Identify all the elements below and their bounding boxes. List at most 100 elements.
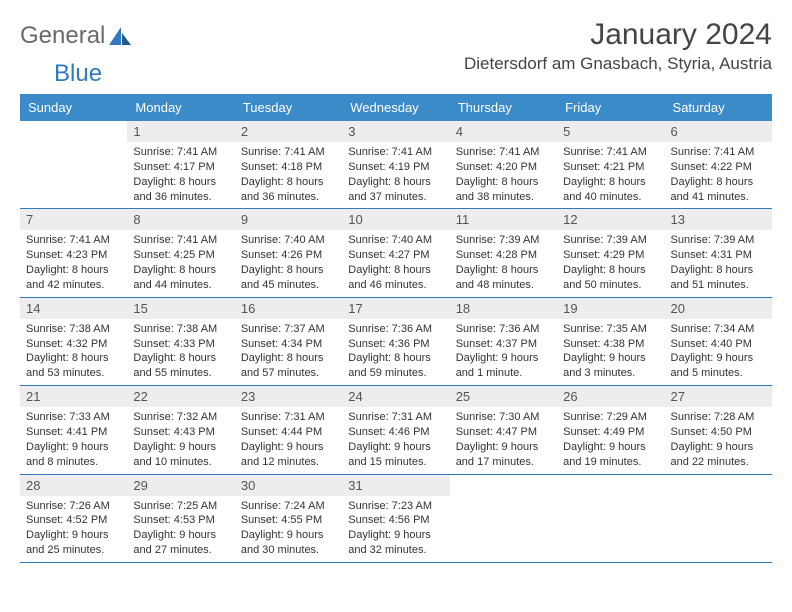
day-details: Sunrise: 7:40 AMSunset: 4:26 PMDaylight:… — [235, 230, 342, 296]
daylight-line: Daylight: 9 hours and 8 minutes. — [26, 440, 121, 470]
calendar-cell: 31Sunrise: 7:23 AMSunset: 4:56 PMDayligh… — [342, 474, 449, 562]
day-number: 29 — [127, 475, 234, 496]
day-details: Sunrise: 7:28 AMSunset: 4:50 PMDaylight:… — [665, 407, 772, 473]
calendar-cell — [20, 121, 127, 209]
sunrise-line: Sunrise: 7:41 AM — [241, 145, 336, 160]
weekday-header: Sunday — [20, 94, 127, 121]
calendar-cell — [665, 474, 772, 562]
title-month: January 2024 — [464, 18, 772, 52]
day-number: 19 — [557, 298, 664, 319]
day-details: Sunrise: 7:41 AMSunset: 4:25 PMDaylight:… — [127, 230, 234, 296]
day-number: 17 — [342, 298, 449, 319]
calendar-cell: 25Sunrise: 7:30 AMSunset: 4:47 PMDayligh… — [450, 386, 557, 474]
day-details: Sunrise: 7:41 AMSunset: 4:22 PMDaylight:… — [665, 142, 772, 208]
day-details: Sunrise: 7:39 AMSunset: 4:29 PMDaylight:… — [557, 230, 664, 296]
calendar-cell: 29Sunrise: 7:25 AMSunset: 4:53 PMDayligh… — [127, 474, 234, 562]
daylight-line: Daylight: 8 hours and 38 minutes. — [456, 175, 551, 205]
daylight-line: Daylight: 8 hours and 42 minutes. — [26, 263, 121, 293]
day-details: Sunrise: 7:33 AMSunset: 4:41 PMDaylight:… — [20, 407, 127, 473]
sunrise-line: Sunrise: 7:39 AM — [456, 233, 551, 248]
sunset-line: Sunset: 4:33 PM — [133, 337, 228, 352]
sunrise-line: Sunrise: 7:30 AM — [456, 410, 551, 425]
day-details: Sunrise: 7:38 AMSunset: 4:33 PMDaylight:… — [127, 319, 234, 385]
calendar-cell: 7Sunrise: 7:41 AMSunset: 4:23 PMDaylight… — [20, 209, 127, 297]
calendar-row: 7Sunrise: 7:41 AMSunset: 4:23 PMDaylight… — [20, 209, 772, 297]
sunset-line: Sunset: 4:18 PM — [241, 160, 336, 175]
day-number: 10 — [342, 209, 449, 230]
day-number: 9 — [235, 209, 342, 230]
day-number: 14 — [20, 298, 127, 319]
daylight-line: Daylight: 8 hours and 36 minutes. — [133, 175, 228, 205]
sunset-line: Sunset: 4:41 PM — [26, 425, 121, 440]
day-number: 21 — [20, 386, 127, 407]
day-details: Sunrise: 7:41 AMSunset: 4:19 PMDaylight:… — [342, 142, 449, 208]
daylight-line: Daylight: 9 hours and 22 minutes. — [671, 440, 766, 470]
sunset-line: Sunset: 4:32 PM — [26, 337, 121, 352]
sunrise-line: Sunrise: 7:36 AM — [456, 322, 551, 337]
daylight-line: Daylight: 8 hours and 44 minutes. — [133, 263, 228, 293]
day-number: 8 — [127, 209, 234, 230]
sunset-line: Sunset: 4:47 PM — [456, 425, 551, 440]
daylight-line: Daylight: 9 hours and 12 minutes. — [241, 440, 336, 470]
calendar-cell: 17Sunrise: 7:36 AMSunset: 4:36 PMDayligh… — [342, 297, 449, 385]
sunset-line: Sunset: 4:53 PM — [133, 513, 228, 528]
sunset-line: Sunset: 4:19 PM — [348, 160, 443, 175]
sunset-line: Sunset: 4:52 PM — [26, 513, 121, 528]
calendar-cell: 14Sunrise: 7:38 AMSunset: 4:32 PMDayligh… — [20, 297, 127, 385]
sunset-line: Sunset: 4:26 PM — [241, 248, 336, 263]
day-details: Sunrise: 7:36 AMSunset: 4:37 PMDaylight:… — [450, 319, 557, 385]
sunset-line: Sunset: 4:55 PM — [241, 513, 336, 528]
sunrise-line: Sunrise: 7:31 AM — [348, 410, 443, 425]
sunset-line: Sunset: 4:27 PM — [348, 248, 443, 263]
day-details: Sunrise: 7:41 AMSunset: 4:21 PMDaylight:… — [557, 142, 664, 208]
day-number: 24 — [342, 386, 449, 407]
day-number: 25 — [450, 386, 557, 407]
calendar-cell: 9Sunrise: 7:40 AMSunset: 4:26 PMDaylight… — [235, 209, 342, 297]
sunrise-line: Sunrise: 7:40 AM — [241, 233, 336, 248]
sunset-line: Sunset: 4:56 PM — [348, 513, 443, 528]
sunrise-line: Sunrise: 7:39 AM — [671, 233, 766, 248]
day-details: Sunrise: 7:25 AMSunset: 4:53 PMDaylight:… — [127, 496, 234, 562]
day-number: 23 — [235, 386, 342, 407]
day-details: Sunrise: 7:37 AMSunset: 4:34 PMDaylight:… — [235, 319, 342, 385]
calendar-cell: 20Sunrise: 7:34 AMSunset: 4:40 PMDayligh… — [665, 297, 772, 385]
weekday-header: Wednesday — [342, 94, 449, 121]
day-number: 18 — [450, 298, 557, 319]
daylight-line: Daylight: 9 hours and 15 minutes. — [348, 440, 443, 470]
sunset-line: Sunset: 4:23 PM — [26, 248, 121, 263]
sunset-line: Sunset: 4:34 PM — [241, 337, 336, 352]
day-number: 15 — [127, 298, 234, 319]
calendar-cell: 6Sunrise: 7:41 AMSunset: 4:22 PMDaylight… — [665, 121, 772, 209]
calendar-cell: 2Sunrise: 7:41 AMSunset: 4:18 PMDaylight… — [235, 121, 342, 209]
day-number: 13 — [665, 209, 772, 230]
day-number: 12 — [557, 209, 664, 230]
sunset-line: Sunset: 4:40 PM — [671, 337, 766, 352]
sunrise-line: Sunrise: 7:24 AM — [241, 499, 336, 514]
weekday-header: Monday — [127, 94, 234, 121]
sunrise-line: Sunrise: 7:41 AM — [348, 145, 443, 160]
daylight-line: Daylight: 9 hours and 3 minutes. — [563, 351, 658, 381]
sunrise-line: Sunrise: 7:39 AM — [563, 233, 658, 248]
day-details: Sunrise: 7:29 AMSunset: 4:49 PMDaylight:… — [557, 407, 664, 473]
sunrise-line: Sunrise: 7:35 AM — [563, 322, 658, 337]
day-number: 28 — [20, 475, 127, 496]
day-number: 16 — [235, 298, 342, 319]
day-number: 27 — [665, 386, 772, 407]
daylight-line: Daylight: 9 hours and 19 minutes. — [563, 440, 658, 470]
day-details: Sunrise: 7:30 AMSunset: 4:47 PMDaylight:… — [450, 407, 557, 473]
calendar-row: 28Sunrise: 7:26 AMSunset: 4:52 PMDayligh… — [20, 474, 772, 562]
sunrise-line: Sunrise: 7:41 AM — [563, 145, 658, 160]
day-details: Sunrise: 7:23 AMSunset: 4:56 PMDaylight:… — [342, 496, 449, 562]
day-details: Sunrise: 7:41 AMSunset: 4:18 PMDaylight:… — [235, 142, 342, 208]
sunrise-line: Sunrise: 7:23 AM — [348, 499, 443, 514]
daylight-line: Daylight: 8 hours and 57 minutes. — [241, 351, 336, 381]
sunset-line: Sunset: 4:29 PM — [563, 248, 658, 263]
daylight-line: Daylight: 9 hours and 10 minutes. — [133, 440, 228, 470]
daylight-line: Daylight: 8 hours and 41 minutes. — [671, 175, 766, 205]
sunrise-line: Sunrise: 7:38 AM — [133, 322, 228, 337]
daylight-line: Daylight: 8 hours and 53 minutes. — [26, 351, 121, 381]
sunrise-line: Sunrise: 7:36 AM — [348, 322, 443, 337]
sunrise-line: Sunrise: 7:34 AM — [671, 322, 766, 337]
calendar-cell: 24Sunrise: 7:31 AMSunset: 4:46 PMDayligh… — [342, 386, 449, 474]
sunset-line: Sunset: 4:37 PM — [456, 337, 551, 352]
